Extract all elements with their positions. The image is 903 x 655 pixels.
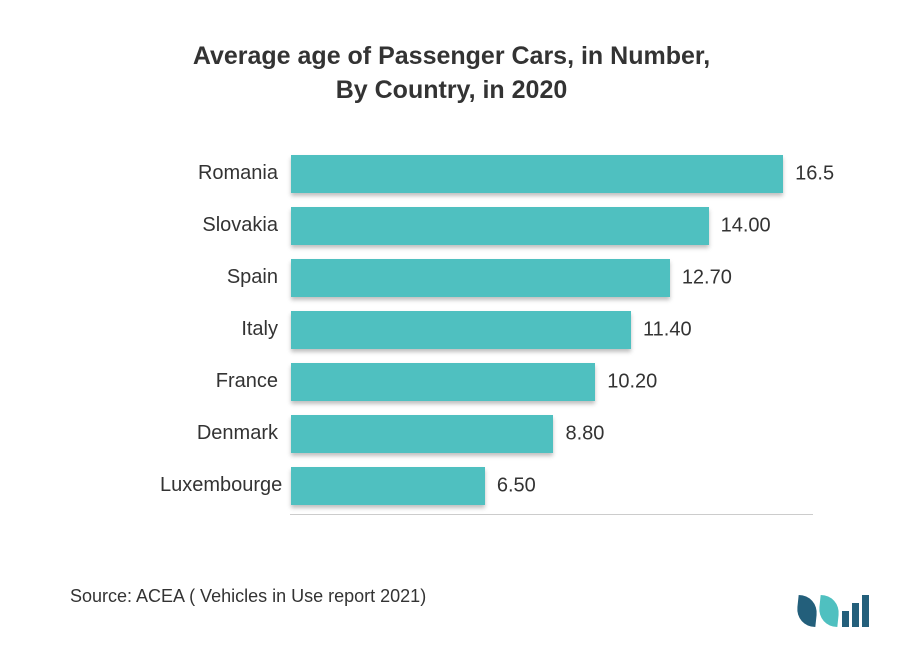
bar-row: Spain12.70 (160, 252, 813, 304)
logo-wave-icon (795, 595, 818, 627)
bar-track: 10.20 (290, 356, 813, 408)
bar-row: France10.20 (160, 356, 813, 408)
bar-row: Romania16.5 (160, 148, 813, 200)
bar-track: 16.5 (290, 148, 813, 200)
title-line-2: By Country, in 2020 (336, 76, 568, 104)
bar: 8.80 (291, 415, 553, 453)
bar: 16.5 (291, 155, 783, 193)
bar-value-label: 16.5 (795, 162, 834, 185)
bar-category-label: Italy (160, 318, 290, 341)
bar-row: Denmark8.80 (160, 408, 813, 460)
bar-row: Slovakia14.00 (160, 200, 813, 252)
x-axis-line (290, 514, 813, 515)
logo-bar-icon (862, 595, 869, 627)
chart-title: Average age of Passenger Cars, in Number… (70, 40, 833, 108)
bar-value-label: 11.40 (643, 318, 692, 341)
bar: 6.50 (291, 467, 485, 505)
brand-logo (797, 595, 869, 627)
bar-category-label: Luxembourge (160, 474, 290, 497)
bar: 11.40 (291, 311, 631, 349)
logo-bar-icon (842, 611, 849, 627)
bar: 12.70 (291, 259, 670, 297)
bar-track: 6.50 (290, 460, 813, 512)
bar: 10.20 (291, 363, 595, 401)
bar-value-label: 8.80 (565, 422, 604, 445)
bar: 14.00 (291, 207, 709, 245)
bar-category-label: Denmark (160, 422, 290, 445)
logo-wave-icon (817, 595, 840, 627)
chart-container: Average age of Passenger Cars, in Number… (0, 0, 903, 545)
bars-area: Romania16.5Slovakia14.00Spain12.70Italy1… (160, 148, 813, 512)
bar-category-label: Romania (160, 162, 290, 185)
bar-track: 8.80 (290, 408, 813, 460)
bar-row: Luxembourge6.50 (160, 460, 813, 512)
bar-track: 12.70 (290, 252, 813, 304)
bar-category-label: Spain (160, 266, 290, 289)
logo-bar-icon (852, 603, 859, 627)
bar-value-label: 14.00 (721, 214, 771, 237)
bar-category-label: France (160, 370, 290, 393)
source-text: Source: ACEA ( Vehicles in Use report 20… (70, 586, 426, 607)
bar-track: 11.40 (290, 304, 813, 356)
title-line-1: Average age of Passenger Cars, in Number… (193, 42, 710, 70)
bar-value-label: 6.50 (497, 474, 536, 497)
bar-row: Italy11.40 (160, 304, 813, 356)
bar-category-label: Slovakia (160, 214, 290, 237)
bar-track: 14.00 (290, 200, 813, 252)
bar-value-label: 12.70 (682, 266, 732, 289)
bar-value-label: 10.20 (607, 370, 657, 393)
